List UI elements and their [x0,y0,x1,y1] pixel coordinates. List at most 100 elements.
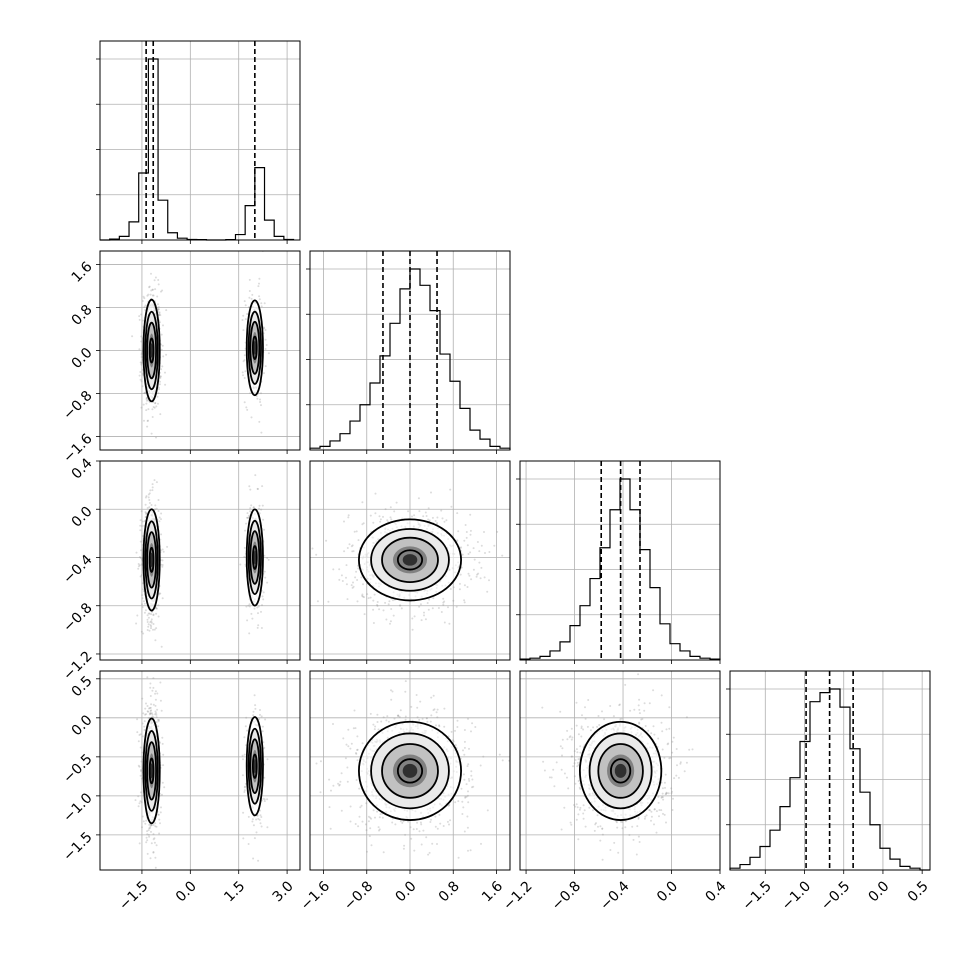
scatter-point [262,598,265,601]
panel-frame [99,40,301,241]
contour-line [396,549,424,571]
scatter-point [665,792,668,795]
scatter-point [260,305,263,308]
scatter-point [155,481,158,484]
scatter-point [146,830,149,833]
contour-line [249,738,261,795]
scatter-point [152,877,154,879]
scatter-point [486,809,489,812]
scatter-point [466,586,469,588]
scatter-point [247,516,250,519]
scatter-panel-1-2 [309,460,511,664]
scatter-point [149,710,152,712]
scatter-point [452,739,454,742]
scatter-point [442,601,445,604]
scatter-point [423,611,425,614]
scatter-point [340,772,343,775]
scatter-point [154,690,157,693]
scatter-point [346,547,349,549]
scatter-point [427,608,430,611]
scatter-point [422,829,425,832]
scatter-point [428,519,431,522]
scatter-point [615,820,618,823]
scatter-point [258,298,261,301]
scatter-point [257,605,260,608]
scatter-point [145,819,148,822]
scatter-point [466,815,469,818]
scatter-point [339,780,342,783]
scatter-point [368,835,371,838]
scatter-point [162,324,164,327]
scatter-point [141,603,143,606]
panel-content [100,461,300,660]
scatter-point [469,513,472,516]
scatter-point [138,734,141,736]
scatter-point [385,719,388,722]
scatter-point [264,329,267,331]
scatter-point [248,296,251,299]
scatter-point [158,312,161,315]
scatter-point [141,525,143,527]
scatter-point [145,397,148,400]
hist-panel-2 [516,460,721,664]
scatter-point [143,725,146,728]
scatter-point [379,518,382,521]
scatter-point [140,769,142,771]
scatter-point [155,712,158,715]
scatter-point [152,294,155,297]
scatter-point [138,374,141,377]
scatter-point [438,725,441,728]
scatter-point [420,619,423,622]
scatter-point [154,713,157,716]
scatter-point [157,813,160,816]
scatter-point [252,506,255,509]
scatter-point [259,814,262,817]
scatter-point [315,553,318,556]
scatter-point [160,709,163,712]
scatter-point [661,748,664,751]
scatter-point [160,793,163,796]
scatter-point [679,762,682,765]
scatter-point [158,832,161,835]
scatter-point [152,851,155,853]
contour-lines [358,720,462,821]
scatter-point [141,594,144,597]
scatter-point [354,823,357,825]
scatter-point [143,392,146,395]
scatter-point [161,742,164,745]
scatter-point [254,704,257,707]
scatter-point [155,721,158,724]
scatter-point [463,584,466,587]
scatter-point [155,436,157,439]
contour-lines [358,518,462,602]
scatter-point [355,779,358,781]
scatter-point [347,516,350,519]
scatter-point [462,749,464,752]
scatter-point [468,574,471,577]
scatter-point [454,729,456,732]
scatter-point [463,753,466,756]
scatter-point [469,533,472,536]
density-level [402,763,418,778]
scatter-point [145,495,148,498]
scatter-point [461,813,464,815]
scatter-point [362,583,364,586]
scatter-point [162,355,165,358]
scatter-point [150,842,153,845]
scatter-point [369,712,372,715]
scatter-point [338,783,341,786]
scatter-point [266,826,269,829]
scatter-point [434,520,437,522]
scatter-point [249,488,252,491]
scatter-panel-0-2 [96,460,301,664]
scatter-point [147,616,150,619]
scatter-point [159,321,161,324]
panel-frame [729,670,931,871]
contour-line [358,518,462,602]
scatter-point [382,716,385,719]
scatter-point [155,607,158,610]
scatter-point [382,851,385,854]
scatter-point [430,491,432,494]
scatter-point [259,401,262,403]
scatter-point [617,851,620,854]
